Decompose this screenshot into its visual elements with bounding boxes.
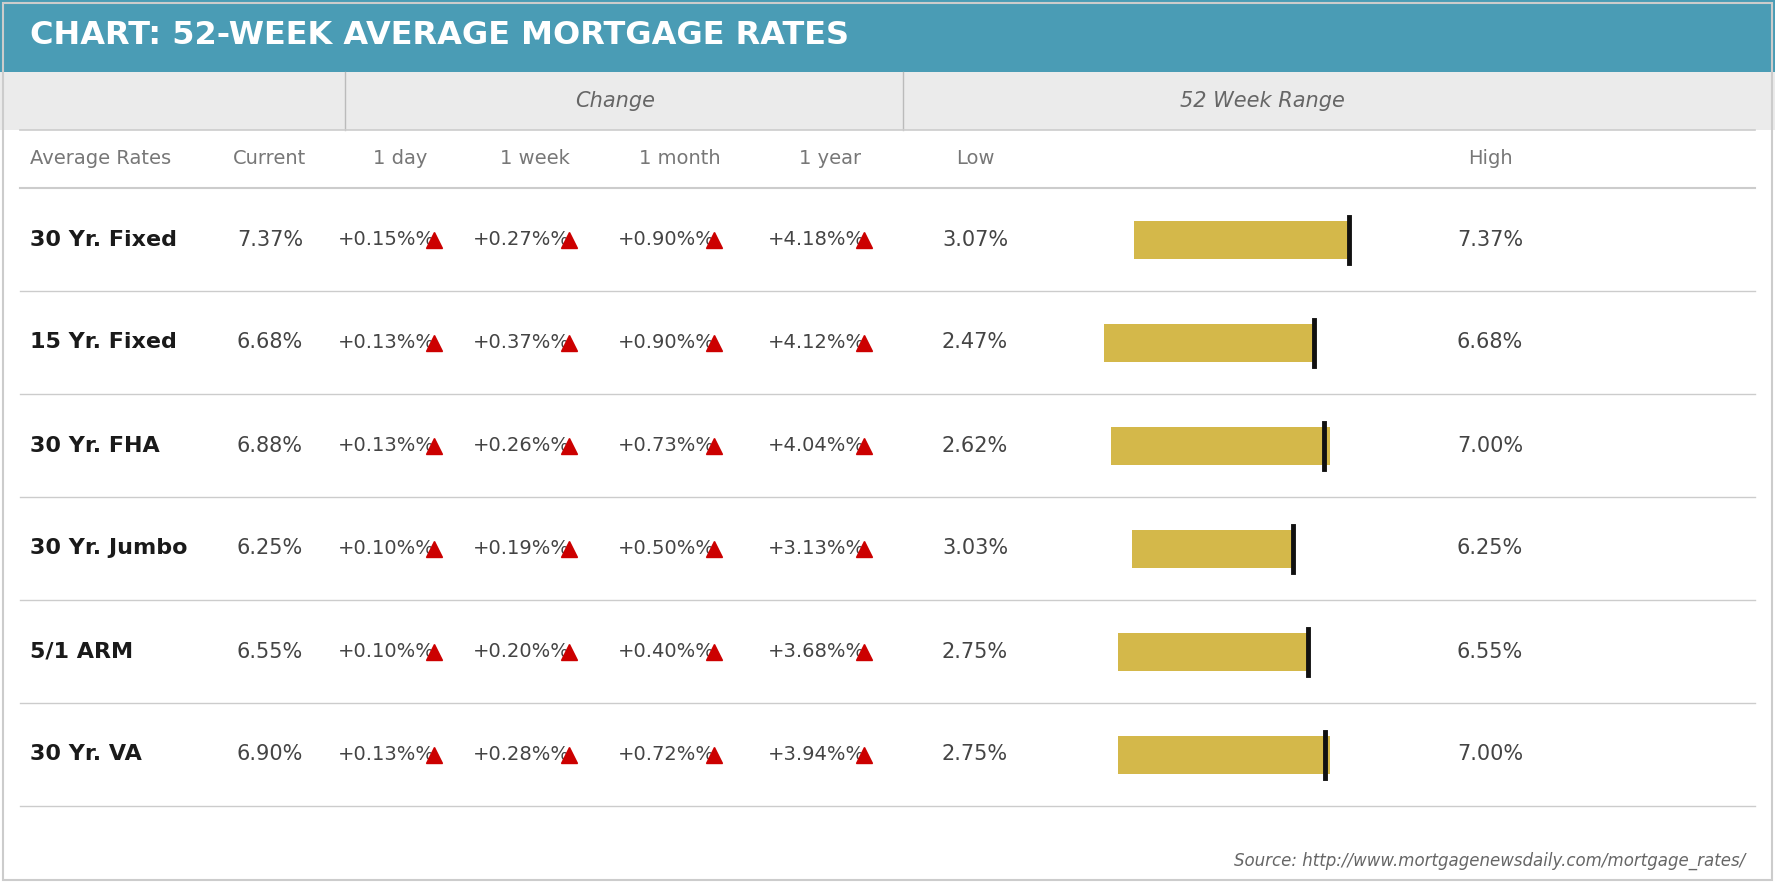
Text: +0.50%%: +0.50%% <box>618 539 715 558</box>
Text: +0.19%%: +0.19%% <box>472 539 570 558</box>
Bar <box>0 72 1775 130</box>
Text: 7.37%: 7.37% <box>236 230 304 250</box>
Text: 7.00%: 7.00% <box>1457 744 1523 765</box>
Text: +4.04%%: +4.04%% <box>767 436 864 455</box>
Text: 6.68%: 6.68% <box>236 333 304 352</box>
Text: +0.26%%: +0.26%% <box>472 436 570 455</box>
Text: 3.07%: 3.07% <box>943 230 1008 250</box>
Bar <box>1118 736 1329 774</box>
Text: +0.28%%: +0.28%% <box>472 745 570 764</box>
Text: 7.00%: 7.00% <box>1457 435 1523 456</box>
Text: 1 week: 1 week <box>501 149 570 169</box>
Text: 30 Yr. Fixed: 30 Yr. Fixed <box>30 230 178 250</box>
Text: 30 Yr. FHA: 30 Yr. FHA <box>30 435 160 456</box>
Text: +0.20%%: +0.20%% <box>472 642 570 661</box>
Text: Average Rates: Average Rates <box>30 149 170 169</box>
Bar <box>0 497 1775 600</box>
Text: +3.94%%: +3.94%% <box>767 745 864 764</box>
Bar <box>1118 632 1308 670</box>
Bar <box>0 600 1775 703</box>
Text: 2.62%: 2.62% <box>943 435 1008 456</box>
Text: 6.25%: 6.25% <box>236 539 304 559</box>
Text: Low: Low <box>955 149 994 169</box>
Bar <box>0 394 1775 497</box>
Text: 2.75%: 2.75% <box>943 642 1008 661</box>
Text: 1 day: 1 day <box>373 149 428 169</box>
Text: High: High <box>1468 149 1512 169</box>
Text: CHART: 52-WEEK AVERAGE MORTGAGE RATES: CHART: 52-WEEK AVERAGE MORTGAGE RATES <box>30 20 848 51</box>
Text: 15 Yr. Fixed: 15 Yr. Fixed <box>30 333 178 352</box>
Text: 6.25%: 6.25% <box>1457 539 1523 559</box>
Text: +0.73%%: +0.73%% <box>618 436 715 455</box>
Text: +3.13%%: +3.13%% <box>767 539 864 558</box>
Text: Current: Current <box>233 149 307 169</box>
Text: 52 Week Range: 52 Week Range <box>1180 91 1345 111</box>
Text: 1 month: 1 month <box>639 149 721 169</box>
Text: +0.72%%: +0.72%% <box>618 745 715 764</box>
Text: Change: Change <box>575 91 655 111</box>
Text: 30 Yr. VA: 30 Yr. VA <box>30 744 142 765</box>
Text: +0.40%%: +0.40%% <box>618 642 714 661</box>
Bar <box>1131 530 1292 568</box>
Bar <box>1134 221 1349 259</box>
Bar <box>0 0 1775 72</box>
Text: +0.15%%: +0.15%% <box>337 230 435 249</box>
Text: 3.03%: 3.03% <box>943 539 1008 559</box>
Text: 6.55%: 6.55% <box>1457 642 1523 661</box>
Text: +3.68%%: +3.68%% <box>767 642 864 661</box>
Text: 6.88%: 6.88% <box>238 435 304 456</box>
Text: +0.10%%: +0.10%% <box>337 642 435 661</box>
Text: 30 Yr. Jumbo: 30 Yr. Jumbo <box>30 539 188 559</box>
Text: 7.37%: 7.37% <box>1457 230 1523 250</box>
Text: 6.90%: 6.90% <box>236 744 304 765</box>
Bar <box>1111 426 1329 464</box>
Text: 6.68%: 6.68% <box>1457 333 1523 352</box>
Text: Source: http://www.mortgagenewsdaily.com/mortgage_rates/: Source: http://www.mortgagenewsdaily.com… <box>1234 852 1745 870</box>
Bar <box>1104 323 1314 361</box>
Bar <box>0 703 1775 806</box>
Text: 2.47%: 2.47% <box>943 333 1008 352</box>
Text: 5/1 ARM: 5/1 ARM <box>30 642 133 661</box>
Text: +0.13%%: +0.13%% <box>337 333 435 352</box>
Text: +0.90%%: +0.90%% <box>618 230 714 249</box>
Text: 6.55%: 6.55% <box>236 642 304 661</box>
Bar <box>0 188 1775 291</box>
Text: +0.27%%: +0.27%% <box>472 230 570 249</box>
Text: +0.37%%: +0.37%% <box>472 333 570 352</box>
Text: +0.13%%: +0.13%% <box>337 745 435 764</box>
Bar <box>0 291 1775 394</box>
Bar <box>0 130 1775 188</box>
Text: +4.12%%: +4.12%% <box>767 333 864 352</box>
Text: +0.13%%: +0.13%% <box>337 436 435 455</box>
Text: 1 year: 1 year <box>799 149 861 169</box>
Text: 2.75%: 2.75% <box>943 744 1008 765</box>
Text: +4.18%%: +4.18%% <box>767 230 864 249</box>
Text: +0.10%%: +0.10%% <box>337 539 435 558</box>
Text: +0.90%%: +0.90%% <box>618 333 714 352</box>
